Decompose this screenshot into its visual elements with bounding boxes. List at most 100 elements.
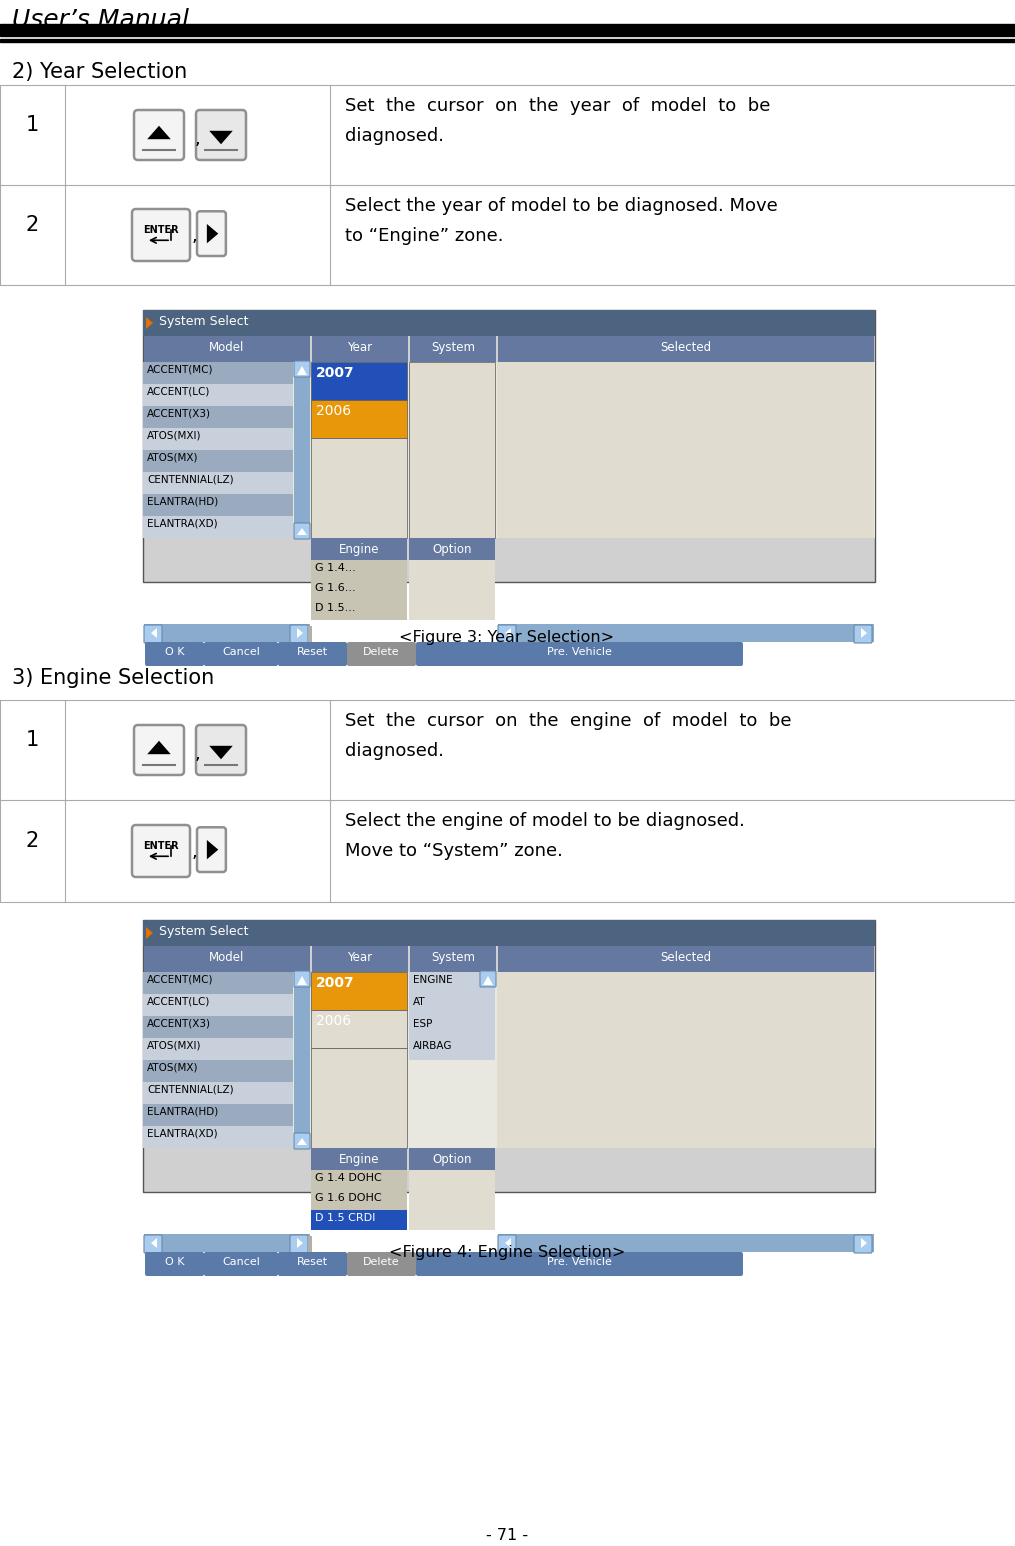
Bar bbox=[144, 625, 310, 642]
Bar bbox=[409, 538, 495, 560]
Text: ELANTRA(XD): ELANTRA(XD) bbox=[147, 519, 217, 529]
Text: ENTER: ENTER bbox=[143, 224, 179, 235]
Polygon shape bbox=[207, 224, 218, 243]
FancyBboxPatch shape bbox=[416, 1252, 743, 1275]
Polygon shape bbox=[297, 976, 307, 985]
Text: Cancel: Cancel bbox=[222, 1257, 260, 1268]
FancyBboxPatch shape bbox=[196, 725, 246, 775]
Text: ACCENT(MC): ACCENT(MC) bbox=[147, 976, 213, 985]
Bar bbox=[143, 920, 875, 1192]
Bar bbox=[0, 39, 1015, 42]
Bar bbox=[143, 362, 875, 538]
Text: G 1.4...: G 1.4... bbox=[315, 563, 355, 574]
Text: 1: 1 bbox=[25, 114, 39, 135]
Bar bbox=[143, 972, 875, 1149]
Polygon shape bbox=[297, 1138, 307, 1146]
Bar bbox=[143, 1125, 293, 1149]
Polygon shape bbox=[297, 529, 307, 535]
Bar bbox=[311, 1149, 407, 1170]
Bar bbox=[409, 1170, 495, 1231]
Bar bbox=[311, 1190, 407, 1211]
Polygon shape bbox=[297, 366, 307, 376]
Bar bbox=[143, 920, 875, 946]
Text: Pre. Vehicle: Pre. Vehicle bbox=[547, 646, 612, 657]
Bar bbox=[143, 407, 293, 428]
Bar bbox=[311, 600, 407, 620]
Text: G 1.6 DOHC: G 1.6 DOHC bbox=[315, 1194, 382, 1203]
FancyBboxPatch shape bbox=[144, 625, 162, 643]
Text: ELANTRA(XD): ELANTRA(XD) bbox=[147, 1129, 217, 1139]
Text: ESP: ESP bbox=[413, 1019, 432, 1030]
Bar bbox=[144, 946, 310, 972]
FancyBboxPatch shape bbox=[854, 625, 872, 643]
Text: 2) Year Selection: 2) Year Selection bbox=[12, 62, 187, 82]
FancyBboxPatch shape bbox=[204, 642, 278, 666]
Bar bbox=[498, 625, 874, 642]
Text: ,: , bbox=[191, 843, 197, 861]
FancyBboxPatch shape bbox=[132, 826, 190, 877]
FancyBboxPatch shape bbox=[498, 625, 516, 643]
Bar bbox=[311, 972, 407, 1010]
Bar bbox=[294, 362, 310, 538]
Polygon shape bbox=[297, 628, 303, 638]
Text: Year: Year bbox=[347, 951, 373, 965]
Bar bbox=[409, 1037, 495, 1061]
Bar bbox=[143, 972, 293, 994]
Text: <Figure 3: Year Selection>: <Figure 3: Year Selection> bbox=[400, 631, 614, 645]
Bar bbox=[311, 538, 407, 560]
Text: Set  the  cursor  on  the  year  of  model  to  be: Set the cursor on the year of model to b… bbox=[345, 97, 770, 114]
Text: ENTER: ENTER bbox=[143, 841, 179, 850]
Text: AT: AT bbox=[413, 997, 425, 1006]
Text: 2: 2 bbox=[25, 832, 39, 850]
Text: D 1.5 CRDI: D 1.5 CRDI bbox=[315, 1214, 376, 1223]
Polygon shape bbox=[297, 1238, 303, 1248]
Bar bbox=[143, 1061, 293, 1082]
Text: ,: , bbox=[194, 130, 200, 148]
Text: 2: 2 bbox=[25, 215, 39, 235]
Bar bbox=[409, 972, 495, 994]
Text: ACCENT(LC): ACCENT(LC) bbox=[147, 386, 210, 397]
Bar bbox=[498, 946, 874, 972]
Polygon shape bbox=[147, 741, 171, 754]
Bar bbox=[312, 946, 408, 972]
Text: - 71 -: - 71 - bbox=[486, 1527, 528, 1543]
Bar bbox=[294, 972, 310, 1149]
Bar bbox=[409, 994, 495, 1016]
FancyBboxPatch shape bbox=[294, 523, 310, 540]
Text: G 1.4 DOHC: G 1.4 DOHC bbox=[315, 1173, 382, 1183]
FancyBboxPatch shape bbox=[134, 725, 184, 775]
Text: Delete: Delete bbox=[363, 646, 400, 657]
Bar bbox=[143, 362, 293, 383]
FancyBboxPatch shape bbox=[197, 212, 226, 257]
Text: Model: Model bbox=[209, 951, 245, 965]
Text: ACCENT(X3): ACCENT(X3) bbox=[147, 410, 211, 419]
FancyBboxPatch shape bbox=[134, 110, 184, 159]
FancyBboxPatch shape bbox=[145, 642, 204, 666]
FancyBboxPatch shape bbox=[416, 642, 743, 666]
FancyBboxPatch shape bbox=[347, 1252, 416, 1275]
Text: O K: O K bbox=[164, 646, 185, 657]
Bar bbox=[497, 972, 874, 1149]
Bar bbox=[311, 560, 407, 580]
Text: 2006: 2006 bbox=[316, 1014, 351, 1028]
Bar bbox=[311, 1170, 407, 1190]
Bar bbox=[311, 400, 407, 438]
Bar bbox=[143, 450, 293, 472]
Text: Option: Option bbox=[432, 1153, 472, 1166]
Bar bbox=[497, 362, 874, 538]
Text: Reset: Reset bbox=[297, 1257, 328, 1268]
FancyBboxPatch shape bbox=[196, 110, 246, 159]
Text: Selected: Selected bbox=[661, 951, 712, 965]
Text: Move to “System” zone.: Move to “System” zone. bbox=[345, 843, 563, 860]
Text: diagnosed.: diagnosed. bbox=[345, 742, 444, 761]
Bar bbox=[410, 946, 496, 972]
Text: CENTENNIAL(LZ): CENTENNIAL(LZ) bbox=[147, 475, 233, 485]
Text: Option: Option bbox=[432, 543, 472, 557]
Text: Model: Model bbox=[209, 342, 245, 354]
Text: Reset: Reset bbox=[297, 646, 328, 657]
Bar bbox=[143, 472, 293, 495]
FancyBboxPatch shape bbox=[294, 971, 310, 986]
Text: System: System bbox=[431, 951, 475, 965]
Text: ELANTRA(HD): ELANTRA(HD) bbox=[147, 496, 218, 507]
Bar bbox=[144, 335, 310, 362]
